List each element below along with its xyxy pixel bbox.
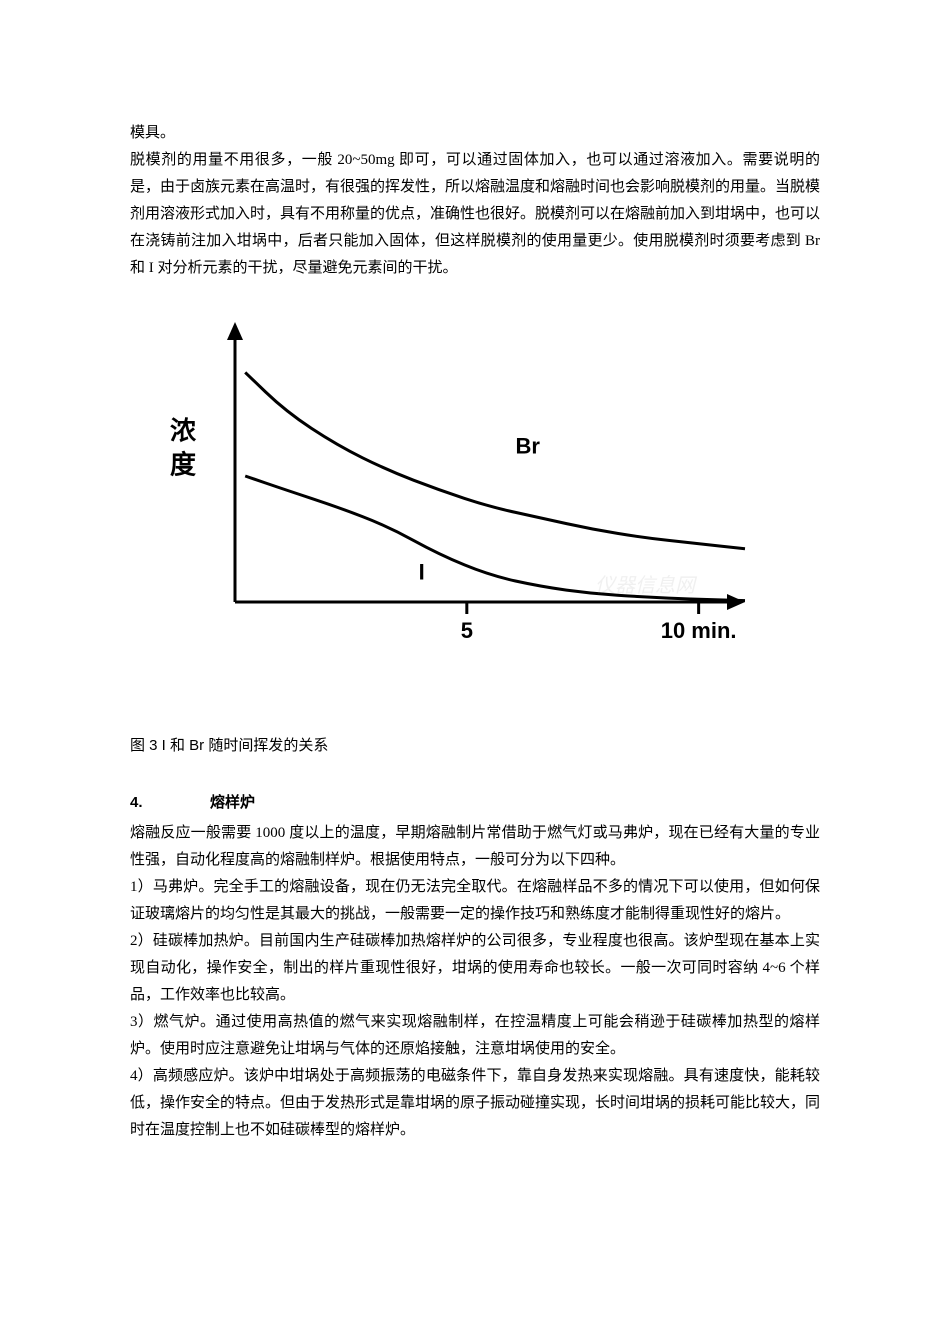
svg-text:浓: 浓 (170, 416, 197, 446)
section-4-intro: 熔融反应一般需要 1000 度以上的温度，早期熔融制片常借助于燃气灯或马弗炉，现… (130, 820, 820, 874)
item-1: 1）马弗炉。完全手工的熔融设备，现在仍无法完全取代。在熔融样品不多的情况下可以使… (130, 874, 820, 928)
svg-text:5: 5 (461, 618, 473, 643)
item-4: 4）高频感应炉。该炉中坩埚处于高频振荡的电磁条件下，靠自身发热来实现熔融。具有速… (130, 1063, 820, 1144)
svg-text:10 min.: 10 min. (661, 618, 737, 643)
svg-text:I: I (419, 560, 425, 585)
section-4-heading: 4.熔样炉 (130, 789, 820, 816)
decay-chart: 浓度 5 10 min. Br I 仪器信息网 (135, 312, 755, 672)
section-title: 熔样炉 (210, 794, 255, 811)
svg-text:Br: Br (516, 434, 541, 459)
chart-container: 浓度 5 10 min. Br I 仪器信息网 (135, 312, 755, 672)
figure-caption: 图 3 I 和 Br 随时间挥发的关系 (130, 732, 820, 759)
svg-text:度: 度 (170, 450, 196, 480)
svg-text:仪器信息网: 仪器信息网 (595, 575, 698, 597)
item-2: 2）硅碳棒加热炉。目前国内生产硅碳棒加热熔样炉的公司很多，专业程度也很高。该炉型… (130, 928, 820, 1009)
continuation-text: 模具。 (130, 120, 820, 147)
intro-paragraph: 脱模剂的用量不用很多，一般 20~50mg 即可，可以通过固体加入，也可以通过溶… (130, 147, 820, 282)
section-number: 4. (130, 789, 210, 816)
item-3: 3）燃气炉。通过使用高热值的燃气来实现熔融制样，在控温精度上可能会稍逊于硅碳棒加… (130, 1009, 820, 1063)
